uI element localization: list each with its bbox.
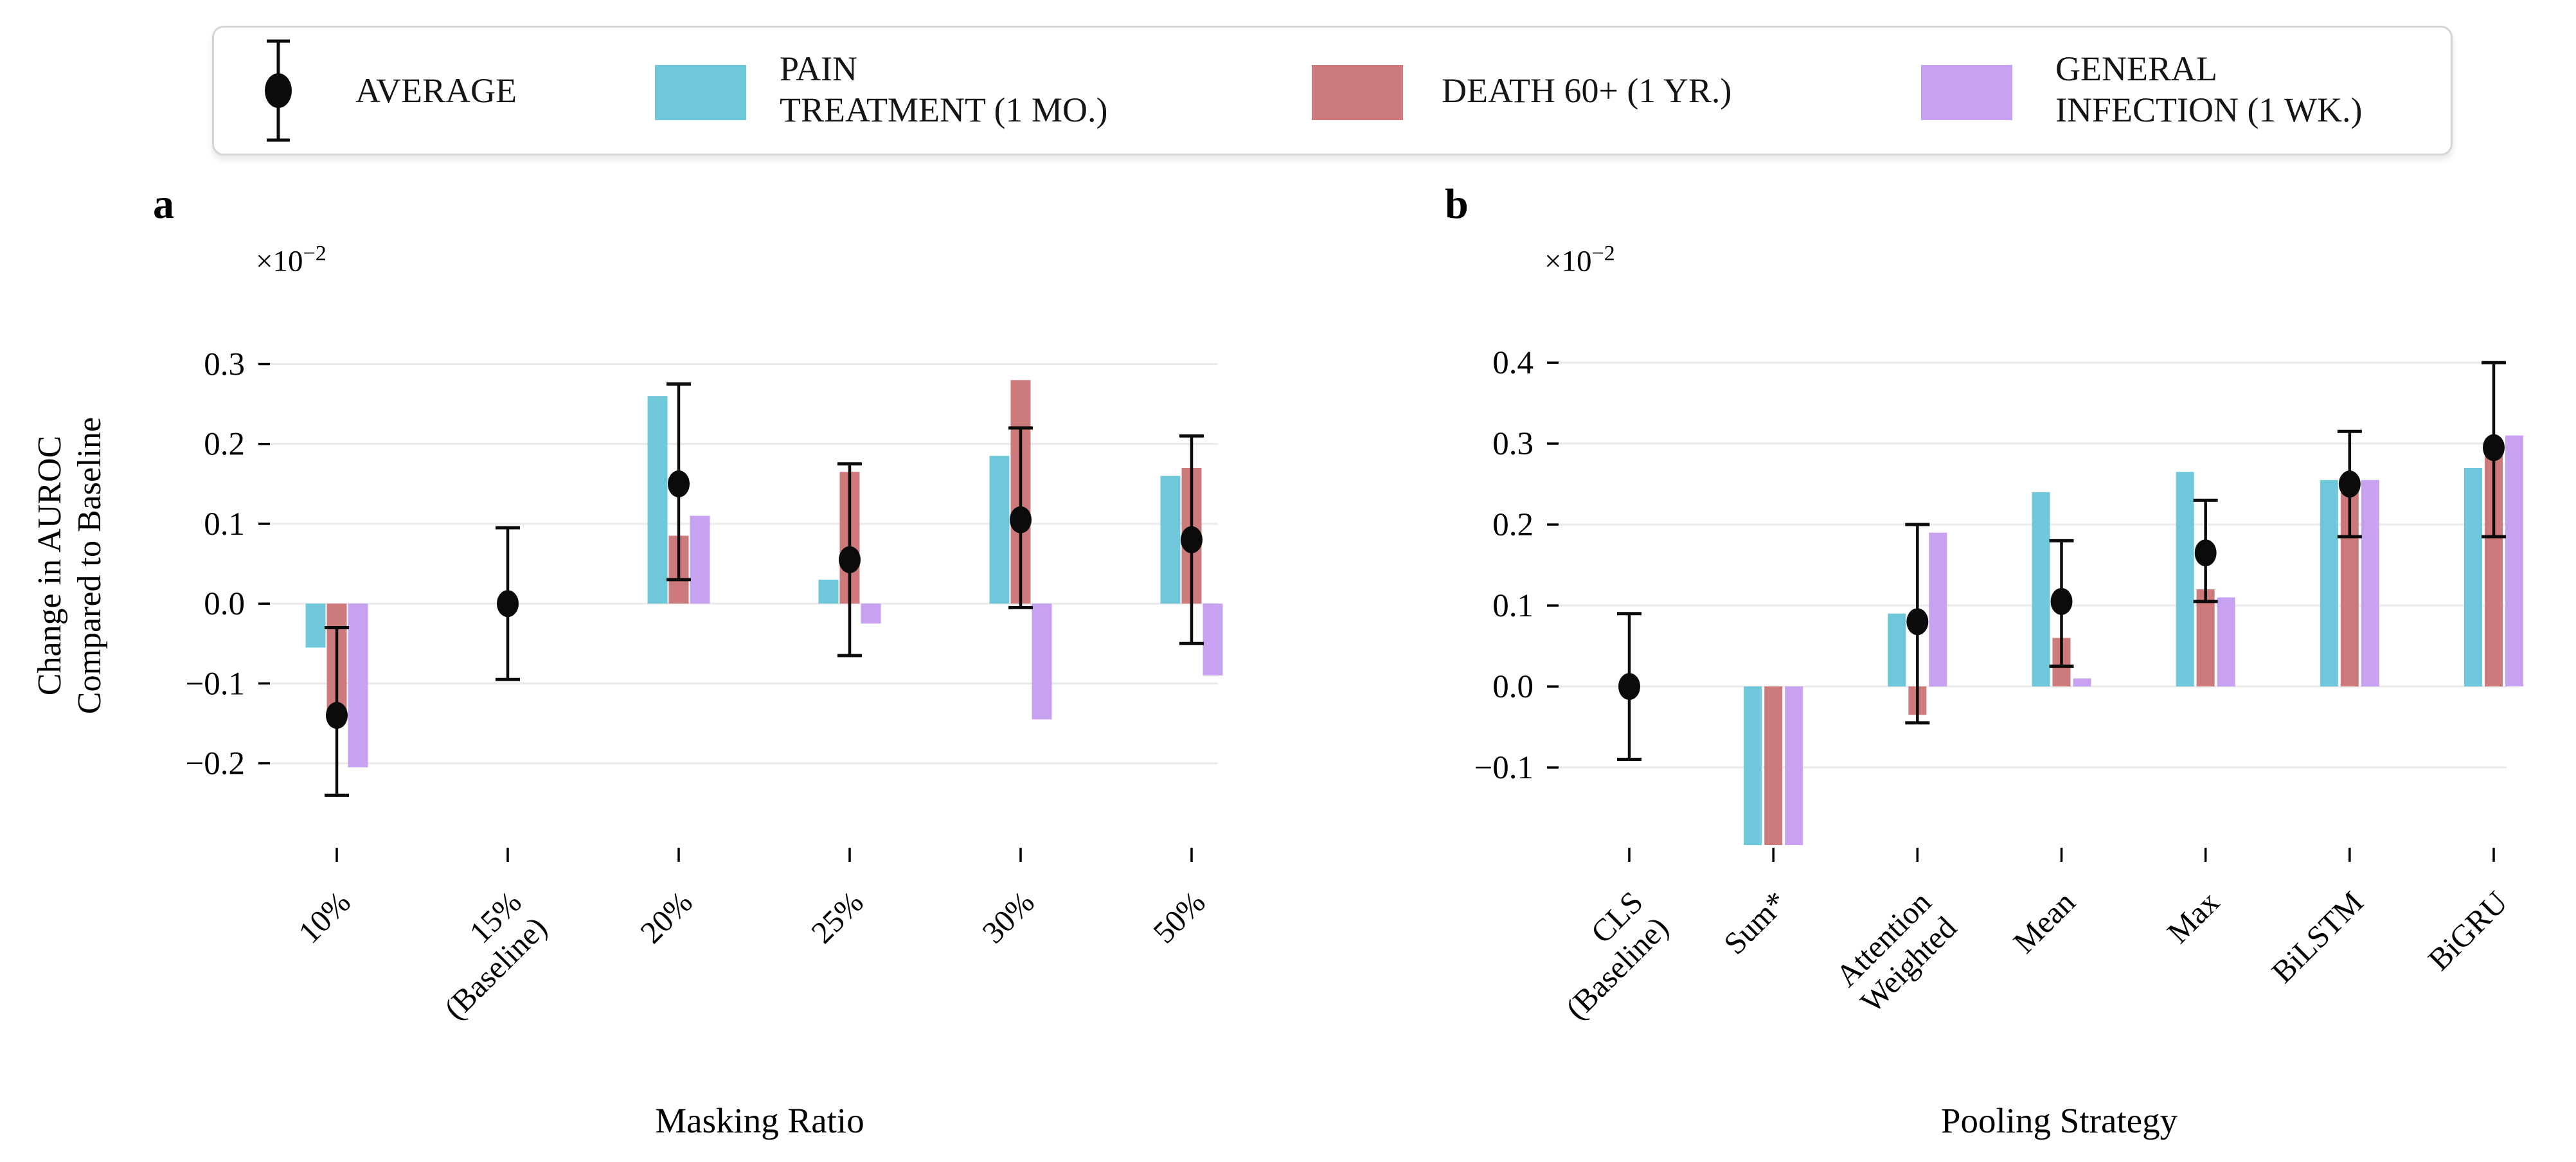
panel-b-xtick-label-2: AttentionWeighted <box>1828 884 1963 1019</box>
panel-b-bar-general-3 <box>2073 678 2091 687</box>
panel-b-ytick-label-0: 0.0 <box>1492 669 1534 705</box>
panel-b-ytick-label-0.2: 0.2 <box>1492 507 1534 543</box>
panel-a-bar-pain-5 <box>1160 476 1181 604</box>
panel-a-letter: a <box>153 181 174 228</box>
panel-a-scale-note: ×10−2 <box>256 242 326 278</box>
legend-label-general-infection: GENERAL INFECTION (1 WK.) <box>2055 49 2363 129</box>
panel-a-xtick-label-4: 30% <box>975 884 1041 950</box>
panel-b-xtick-label-3: Mean <box>2006 884 2082 960</box>
panel-a-ytick-label-0.1: 0.1 <box>204 506 245 542</box>
average-marker-icon <box>265 39 292 142</box>
panel-b-xtick-label-6: BiGRU <box>2421 884 2514 978</box>
panel-a-bar-general-3 <box>861 603 881 624</box>
panel-b-ytick-label-0.4: 0.4 <box>1492 345 1534 381</box>
panel-a-xtick-label-5: 50% <box>1146 884 1212 950</box>
panel-b-bar-general-1 <box>1785 686 1803 845</box>
panel-a-average-dot-4 <box>1010 506 1032 533</box>
x-axis-title-pooling-strategy: Pooling Strategy <box>1940 1101 2178 1140</box>
panel-a-bar-general-5 <box>1203 603 1223 676</box>
panel-a-bar-pain-3 <box>818 579 839 604</box>
panel-b-ytick-label--0.1: −0.1 <box>1474 750 1534 786</box>
panel-b-bar-pain-3 <box>2032 492 2050 687</box>
legend-swatch-death-60 <box>1312 65 1403 120</box>
panel-b-bar-pain-2 <box>1888 613 1906 687</box>
panel-b-scale-note: ×10−2 <box>1544 242 1615 278</box>
panel-b-bar-general-2 <box>1929 532 1947 687</box>
panel-b-average-dot-2 <box>1906 608 1929 636</box>
panel-b-letter: b <box>1445 181 1469 228</box>
panel-b-bar-pain-6 <box>2464 467 2482 687</box>
panel-b-bar-death-4 <box>2196 589 2215 687</box>
panel-b-bar-death-1 <box>1764 686 1783 845</box>
panel-a-ytick-label-0.3: 0.3 <box>204 346 245 382</box>
panel-a-ytick-label--0.2: −0.2 <box>185 746 245 782</box>
panel-b-xtick-label-4: Max <box>2160 884 2226 950</box>
panel-b-average-dot-6 <box>2483 434 2505 461</box>
panel-a-average-dot-0 <box>326 702 348 729</box>
panel-a-bar-pain-4 <box>989 456 1010 604</box>
panel-a-average-dot-3 <box>839 546 861 573</box>
panel-b-bar-pain-4 <box>2176 472 2194 687</box>
panel-a-xtick-label-0: 10% <box>291 884 357 950</box>
panel-b-xtick-label-5: BiLSTM <box>2265 884 2370 990</box>
panel-a-xtick-label-2: 20% <box>633 884 699 950</box>
panel-b-average-dot-3 <box>2050 587 2073 615</box>
panel-b-bar-general-5 <box>2361 479 2379 687</box>
legend-label-pain-treatment: PAIN TREATMENT (1 MO.) <box>780 49 1108 129</box>
panel-a-average-dot-1 <box>497 590 519 618</box>
panel-a-ytick-label--0.1: −0.1 <box>185 666 245 702</box>
legend: AVERAGE PAIN TREATMENT (1 MO.) DEATH 60+… <box>212 26 2453 156</box>
panel-a-bar-pain-2 <box>647 396 668 604</box>
panel-a-average-dot-5 <box>1181 526 1203 553</box>
legend-swatch-general-infection <box>1921 65 2012 120</box>
panel-b-ytick-label-0.3: 0.3 <box>1492 426 1534 462</box>
x-axis-title-masking-ratio: Masking Ratio <box>655 1101 864 1140</box>
panel-a-xtick-label-3: 25% <box>804 884 870 950</box>
panel-b-average-dot-4 <box>2194 539 2217 567</box>
legend-swatch-pain-treatment <box>655 65 746 120</box>
y-axis-title: Change in AUROC Compared to Baseline <box>31 416 108 715</box>
panel-a-bar-general-2 <box>690 515 710 604</box>
panel-a-bar-general-0 <box>348 603 368 767</box>
panel-b-bar-general-6 <box>2505 435 2523 687</box>
panel-b-average-dot-5 <box>2338 470 2361 498</box>
panel-a-bar-general-4 <box>1032 603 1052 720</box>
panel-a-bar-pain-0 <box>305 603 326 648</box>
panel-b-xtick-label-1: Sum* <box>1717 884 1794 961</box>
panel-b-average-dot-0 <box>1618 673 1640 701</box>
panel-a-ytick-label-0.2: 0.2 <box>204 427 245 463</box>
panel-b-bar-pain-1 <box>1744 686 1762 845</box>
panel-a-average-dot-2 <box>668 470 690 497</box>
panel-b-bar-pain-5 <box>2320 479 2338 687</box>
panel-b-bar-general-4 <box>2217 597 2235 687</box>
panel-a-xtick-label-1: 15%(Baseline) <box>412 884 554 1026</box>
panel-b-xtick-label-0: CLS(Baseline) <box>1534 884 1676 1026</box>
panel-b-ytick-label-0.1: 0.1 <box>1492 588 1534 624</box>
legend-label-death-60: DEATH 60+ (1 YR.) <box>1442 71 1732 110</box>
legend-label-average: AVERAGE <box>355 71 517 110</box>
panel-a-ytick-label-0: 0.0 <box>204 586 245 622</box>
